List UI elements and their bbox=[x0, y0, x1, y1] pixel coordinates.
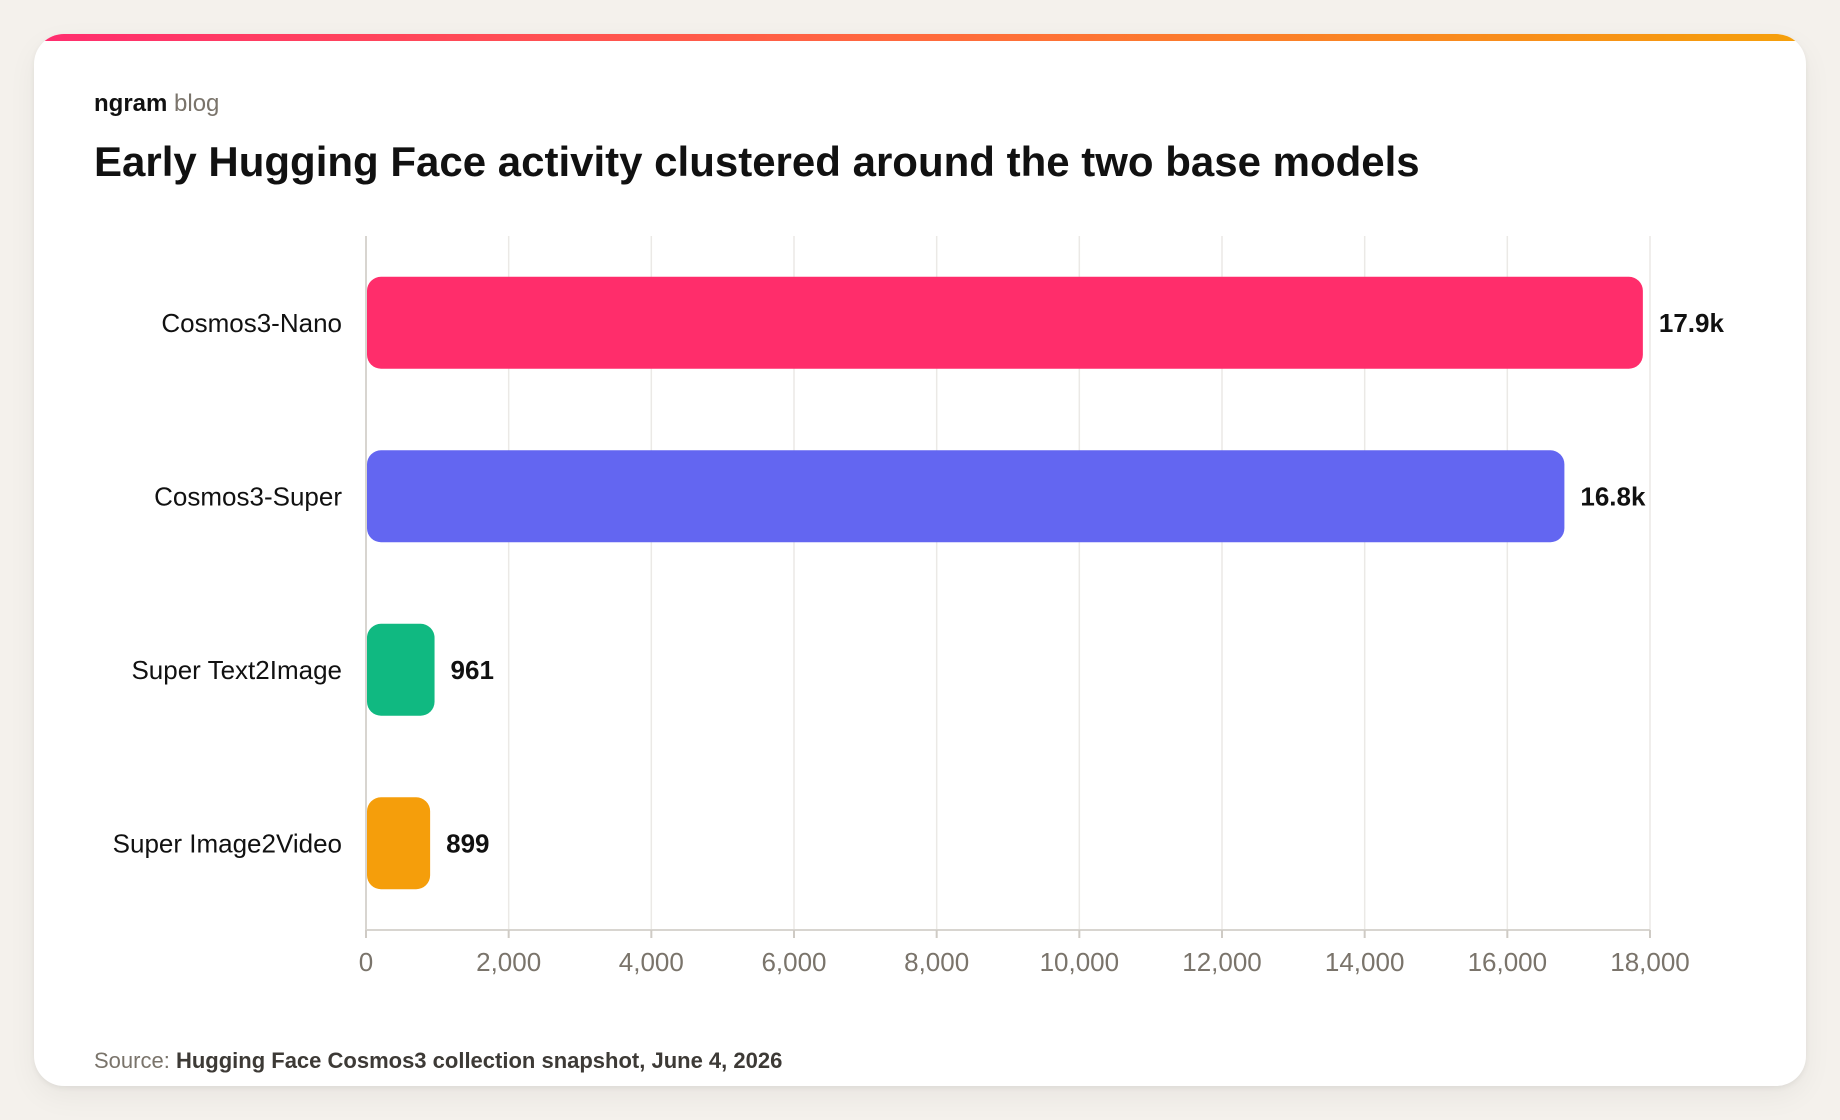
brand: ngram blog bbox=[94, 88, 219, 120]
source-note: Source: Hugging Face Cosmos3 collection … bbox=[94, 1046, 782, 1076]
value-label: 16.8k bbox=[1580, 481, 1646, 511]
source-label: Source: bbox=[94, 1048, 170, 1073]
bar-cosmos3-nano bbox=[367, 276, 1643, 369]
bar-super-text2image bbox=[367, 623, 435, 716]
value-label: 899 bbox=[446, 828, 489, 858]
value-label: 961 bbox=[451, 655, 494, 685]
chart-card: ngram blog Early Hugging Face activity c… bbox=[34, 34, 1806, 1086]
source-text: Hugging Face Cosmos3 collection snapshot… bbox=[175, 1048, 783, 1073]
x-tick-label: 16,000 bbox=[1468, 947, 1548, 977]
x-tick-label: 0 bbox=[359, 947, 373, 977]
x-tick-label: 6,000 bbox=[761, 947, 826, 977]
category-label: Cosmos3-Super bbox=[154, 481, 342, 511]
x-tick-label: 10,000 bbox=[1040, 947, 1120, 977]
x-tick-label: 4,000 bbox=[619, 947, 684, 977]
category-label: Super Text2Image bbox=[131, 655, 342, 685]
accent-bar bbox=[34, 34, 1806, 41]
x-tick-label: 12,000 bbox=[1182, 947, 1262, 977]
brand-suffix: blog bbox=[174, 90, 220, 117]
brand-name: ngram bbox=[94, 90, 168, 117]
x-tick-label: 18,000 bbox=[1610, 947, 1690, 977]
x-tick-label: 2,000 bbox=[476, 947, 541, 977]
x-tick-label: 8,000 bbox=[904, 947, 969, 977]
category-label: Cosmos3-Nano bbox=[161, 308, 342, 338]
chart-title: Early Hugging Face activity clustered ar… bbox=[94, 138, 1420, 185]
x-tick-label: 14,000 bbox=[1325, 947, 1405, 977]
category-label: Super Image2Video bbox=[113, 828, 342, 858]
bar-cosmos3-super bbox=[367, 450, 1565, 543]
value-label: 17.9k bbox=[1659, 308, 1725, 338]
bar-super-image2video bbox=[367, 797, 431, 890]
bar-chart: 0 2,000 4,000 6,000 8,000 10,000 12,000 14,000 1… bbox=[113, 236, 1725, 977]
